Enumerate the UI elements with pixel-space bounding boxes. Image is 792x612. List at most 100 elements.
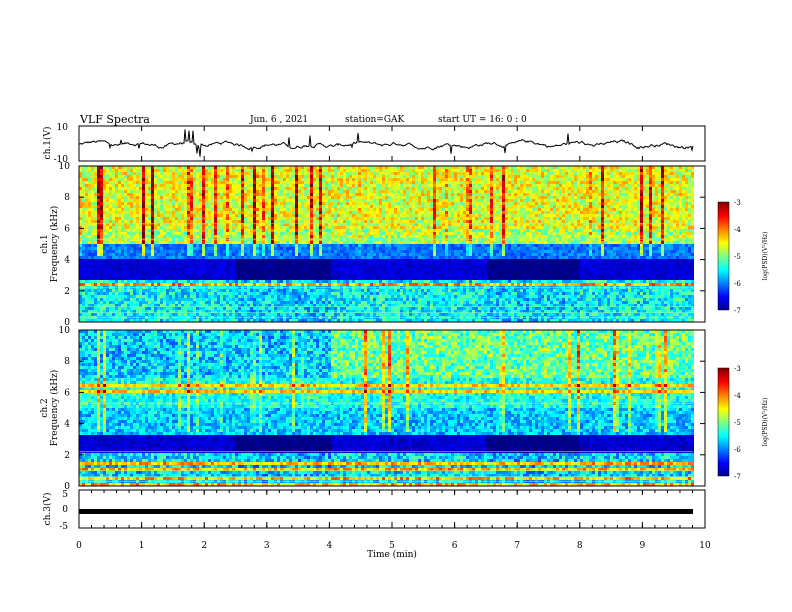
spectrogram-cell [103,166,106,169]
spectrogram-cell [109,232,112,235]
spectrogram-cell [541,190,544,193]
spectrogram-cell [487,208,490,211]
spectrogram-cell [169,205,172,208]
spectrogram-cell [379,184,382,187]
spectrogram-cell [523,202,526,205]
spectrogram-cell [607,166,610,169]
spectrogram-cell [163,235,166,238]
spectrogram-cell [604,178,607,181]
spectrogram-cell [115,208,118,211]
spectrogram-cell [244,187,247,190]
spectrogram-cell [685,226,688,229]
spectrogram-cell [370,226,373,229]
spectrogram-cell [244,223,247,226]
spectrogram-cell [298,172,301,175]
spectrogram-cell [661,187,664,190]
spectrogram-cell [226,187,229,190]
spectrogram-cell [607,232,610,235]
spectrogram-cell [361,166,364,169]
spectrogram-cell [457,175,460,178]
spectrogram-cell [109,223,112,226]
spectrogram-cell [100,235,103,238]
spectrogram-cell [586,235,589,238]
spectrogram-cell [442,202,445,205]
spectrogram-cell [505,181,508,184]
spectrogram-cell [331,193,334,196]
spectrogram-cell [142,226,145,229]
spectrogram-cell [244,190,247,193]
spectrogram-cell [94,232,97,235]
spectrogram-cell [205,166,208,169]
spectrogram-cell [382,214,385,217]
spectrogram-cell [94,214,97,217]
spectrogram-cell [142,190,145,193]
spectrogram-cell [295,190,298,193]
spectrogram-cell [238,199,241,202]
spectrogram-cell [538,208,541,211]
spectrogram-cell [364,205,367,208]
spectrogram-cell [190,211,193,214]
spectrogram-cell [415,193,418,196]
spectrogram-cell [298,190,301,193]
spectrogram-cell [454,175,457,178]
spectrogram-cell [289,220,292,223]
spectrogram-cell [277,178,280,181]
spectrogram-cell [466,169,469,172]
spectrogram-cell [487,229,490,232]
spectrogram-cell [679,199,682,202]
spectrogram-cell [538,181,541,184]
spectrogram-cell [172,166,175,169]
spectrogram-cell [301,235,304,238]
spectrogram-cell [484,205,487,208]
spectrogram-cell [289,172,292,175]
spectrogram-cell [217,181,220,184]
spectrogram-cell [388,166,391,169]
spectrogram-cell [268,199,271,202]
spectrogram-cell [130,226,133,229]
spectrogram-cell [553,193,556,196]
spectrogram-cell [502,232,505,235]
spectrogram-cell [325,175,328,178]
spectrogram-cell [484,235,487,238]
spectrogram-cell [532,235,535,238]
spectrogram-cell [271,202,274,205]
spectrogram-cell [475,214,478,217]
spectrogram-cell [157,217,160,220]
spectrogram-cell [118,208,121,211]
spectrogram-cell [103,187,106,190]
spectrogram-cell [91,220,94,223]
spectrogram-cell [430,235,433,238]
spectrogram-cell [640,190,643,193]
spectrogram-cell [502,220,505,223]
spectrogram-cell [220,187,223,190]
spectrogram-cell [622,181,625,184]
spectrogram-cell [331,187,334,190]
spectrogram-cell [82,214,85,217]
spectrogram-cell [370,178,373,181]
spectrogram-cell [130,232,133,235]
spectrogram-cell [97,172,100,175]
spectrogram-cell [409,181,412,184]
spectrogram-cell [643,175,646,178]
spectrogram-cell [376,184,379,187]
spectrogram-cell [142,235,145,238]
spectrogram-cell [103,214,106,217]
spectrogram-cell [112,190,115,193]
spectrogram-cell [490,235,493,238]
spectrogram-cell [670,226,673,229]
spectrogram-cell [337,187,340,190]
spectrogram-cell [385,190,388,193]
spectrogram-cell [523,193,526,196]
spectrogram-cell [166,187,169,190]
spectrogram-cell [274,202,277,205]
spectrogram-cell [349,226,352,229]
spectrogram-cell [193,226,196,229]
spectrogram-cell [640,235,643,238]
spectrogram-cell [286,208,289,211]
spectrogram-cell [469,229,472,232]
spectrogram-cell [514,172,517,175]
spectrogram-cell [370,223,373,226]
spectrogram-cell [643,235,646,238]
spectrogram-cell [580,220,583,223]
spectrogram-cell [409,217,412,220]
